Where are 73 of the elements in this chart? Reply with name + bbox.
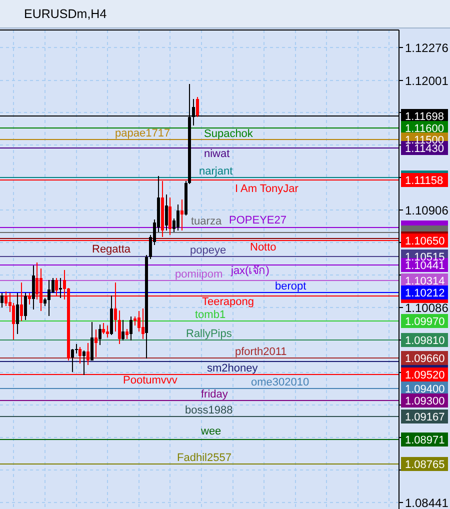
candlestick: [90, 321, 94, 361]
annotation: boss1988: [185, 404, 233, 416]
annotation: papae1717: [115, 128, 170, 140]
y-tick-label: 1.10906: [405, 204, 449, 218]
candlestick: [141, 308, 144, 340]
ref-line-label: 1.11158: [405, 175, 444, 188]
annotation: Regatta: [92, 243, 132, 256]
annotation: Pootumvvv: [123, 374, 178, 386]
chart-title: EURUSDm,H4: [24, 7, 107, 21]
y-tick-label: 1.10086: [405, 300, 449, 315]
ref-line-label: 1.08765: [405, 458, 445, 471]
annotation: RallyPips: [186, 328, 232, 340]
y-tick-label: 1.12276: [405, 41, 449, 56]
candlestick: [137, 310, 140, 332]
candlestick: [94, 329, 98, 358]
candlestick: [16, 292, 20, 334]
ref-line-label: 1.11698: [405, 111, 444, 124]
candlestick: [0, 292, 4, 308]
annotation: friday: [201, 388, 228, 401]
ref-line-label: 1.09300: [405, 396, 445, 408]
candlestick: [176, 204, 180, 231]
y-tick-label: 1.08441: [405, 496, 449, 509]
annotation: pomiipom: [175, 268, 223, 280]
annotation: POPEYE27: [229, 214, 286, 227]
candlestick: [102, 322, 106, 334]
candlestick: [32, 265, 35, 310]
annotation: pforth2011: [235, 346, 287, 358]
ref-line-label: 1.10314: [405, 275, 445, 288]
candlestick: [47, 279, 50, 316]
ref-line-label: 1.08971: [405, 434, 445, 447]
candlestick: [133, 316, 136, 326]
candlestick: [86, 342, 90, 366]
candlestick: [164, 194, 168, 231]
candlestick: [70, 348, 74, 372]
candlestick: [196, 96, 200, 118]
candlestick: [82, 350, 86, 376]
ref-line-label: 1.09520: [405, 369, 445, 382]
annotation: sm2honey: [207, 362, 258, 374]
candlestick: [122, 319, 125, 342]
ref-line-label: 1.09400: [405, 384, 445, 396]
annotation: I Am TonyJar: [235, 183, 299, 196]
annotation: Fadhil2557: [177, 452, 232, 464]
ref-line-label: 1.10650: [405, 235, 445, 248]
ref-line-label: 1.09167: [405, 411, 445, 424]
annotation: Supachok: [204, 128, 254, 140]
y-tick-label: 1.12001: [405, 74, 449, 88]
candlestick: [59, 278, 62, 298]
candlestick: [180, 199, 184, 231]
annotation: beropt: [275, 280, 306, 292]
candlestick: [126, 328, 129, 340]
ref-line-label: 1.09660: [405, 352, 445, 365]
annotation: jax(เจ๊ก): [230, 264, 270, 278]
annotation: wee: [200, 426, 222, 438]
candlestick: [78, 346, 82, 364]
annotation: Notto: [250, 241, 276, 254]
ref-line-label: 1.09810: [405, 335, 445, 348]
annotation: ome302010: [251, 376, 310, 389]
ref-line-label: 1.10212: [405, 287, 445, 300]
candlestick: [118, 310, 121, 344]
annotation: tomb1: [195, 309, 226, 322]
candlestick: [106, 325, 110, 338]
annotation: Teerapong: [202, 296, 254, 308]
candlestick: [24, 292, 27, 320]
ref-line-label: 1.09970: [405, 316, 445, 328]
annotation: tuarza: [191, 216, 222, 228]
candlestick: [168, 197, 172, 236]
annotation: popeye: [190, 244, 226, 256]
candlestick: [130, 316, 133, 342]
annotation: narjant: [199, 166, 233, 178]
annotation: niwat: [204, 148, 230, 160]
ref-line-label: 1.10441: [405, 260, 445, 272]
ref-line-label: 1.11600: [405, 122, 444, 135]
candlestick: [98, 324, 102, 346]
